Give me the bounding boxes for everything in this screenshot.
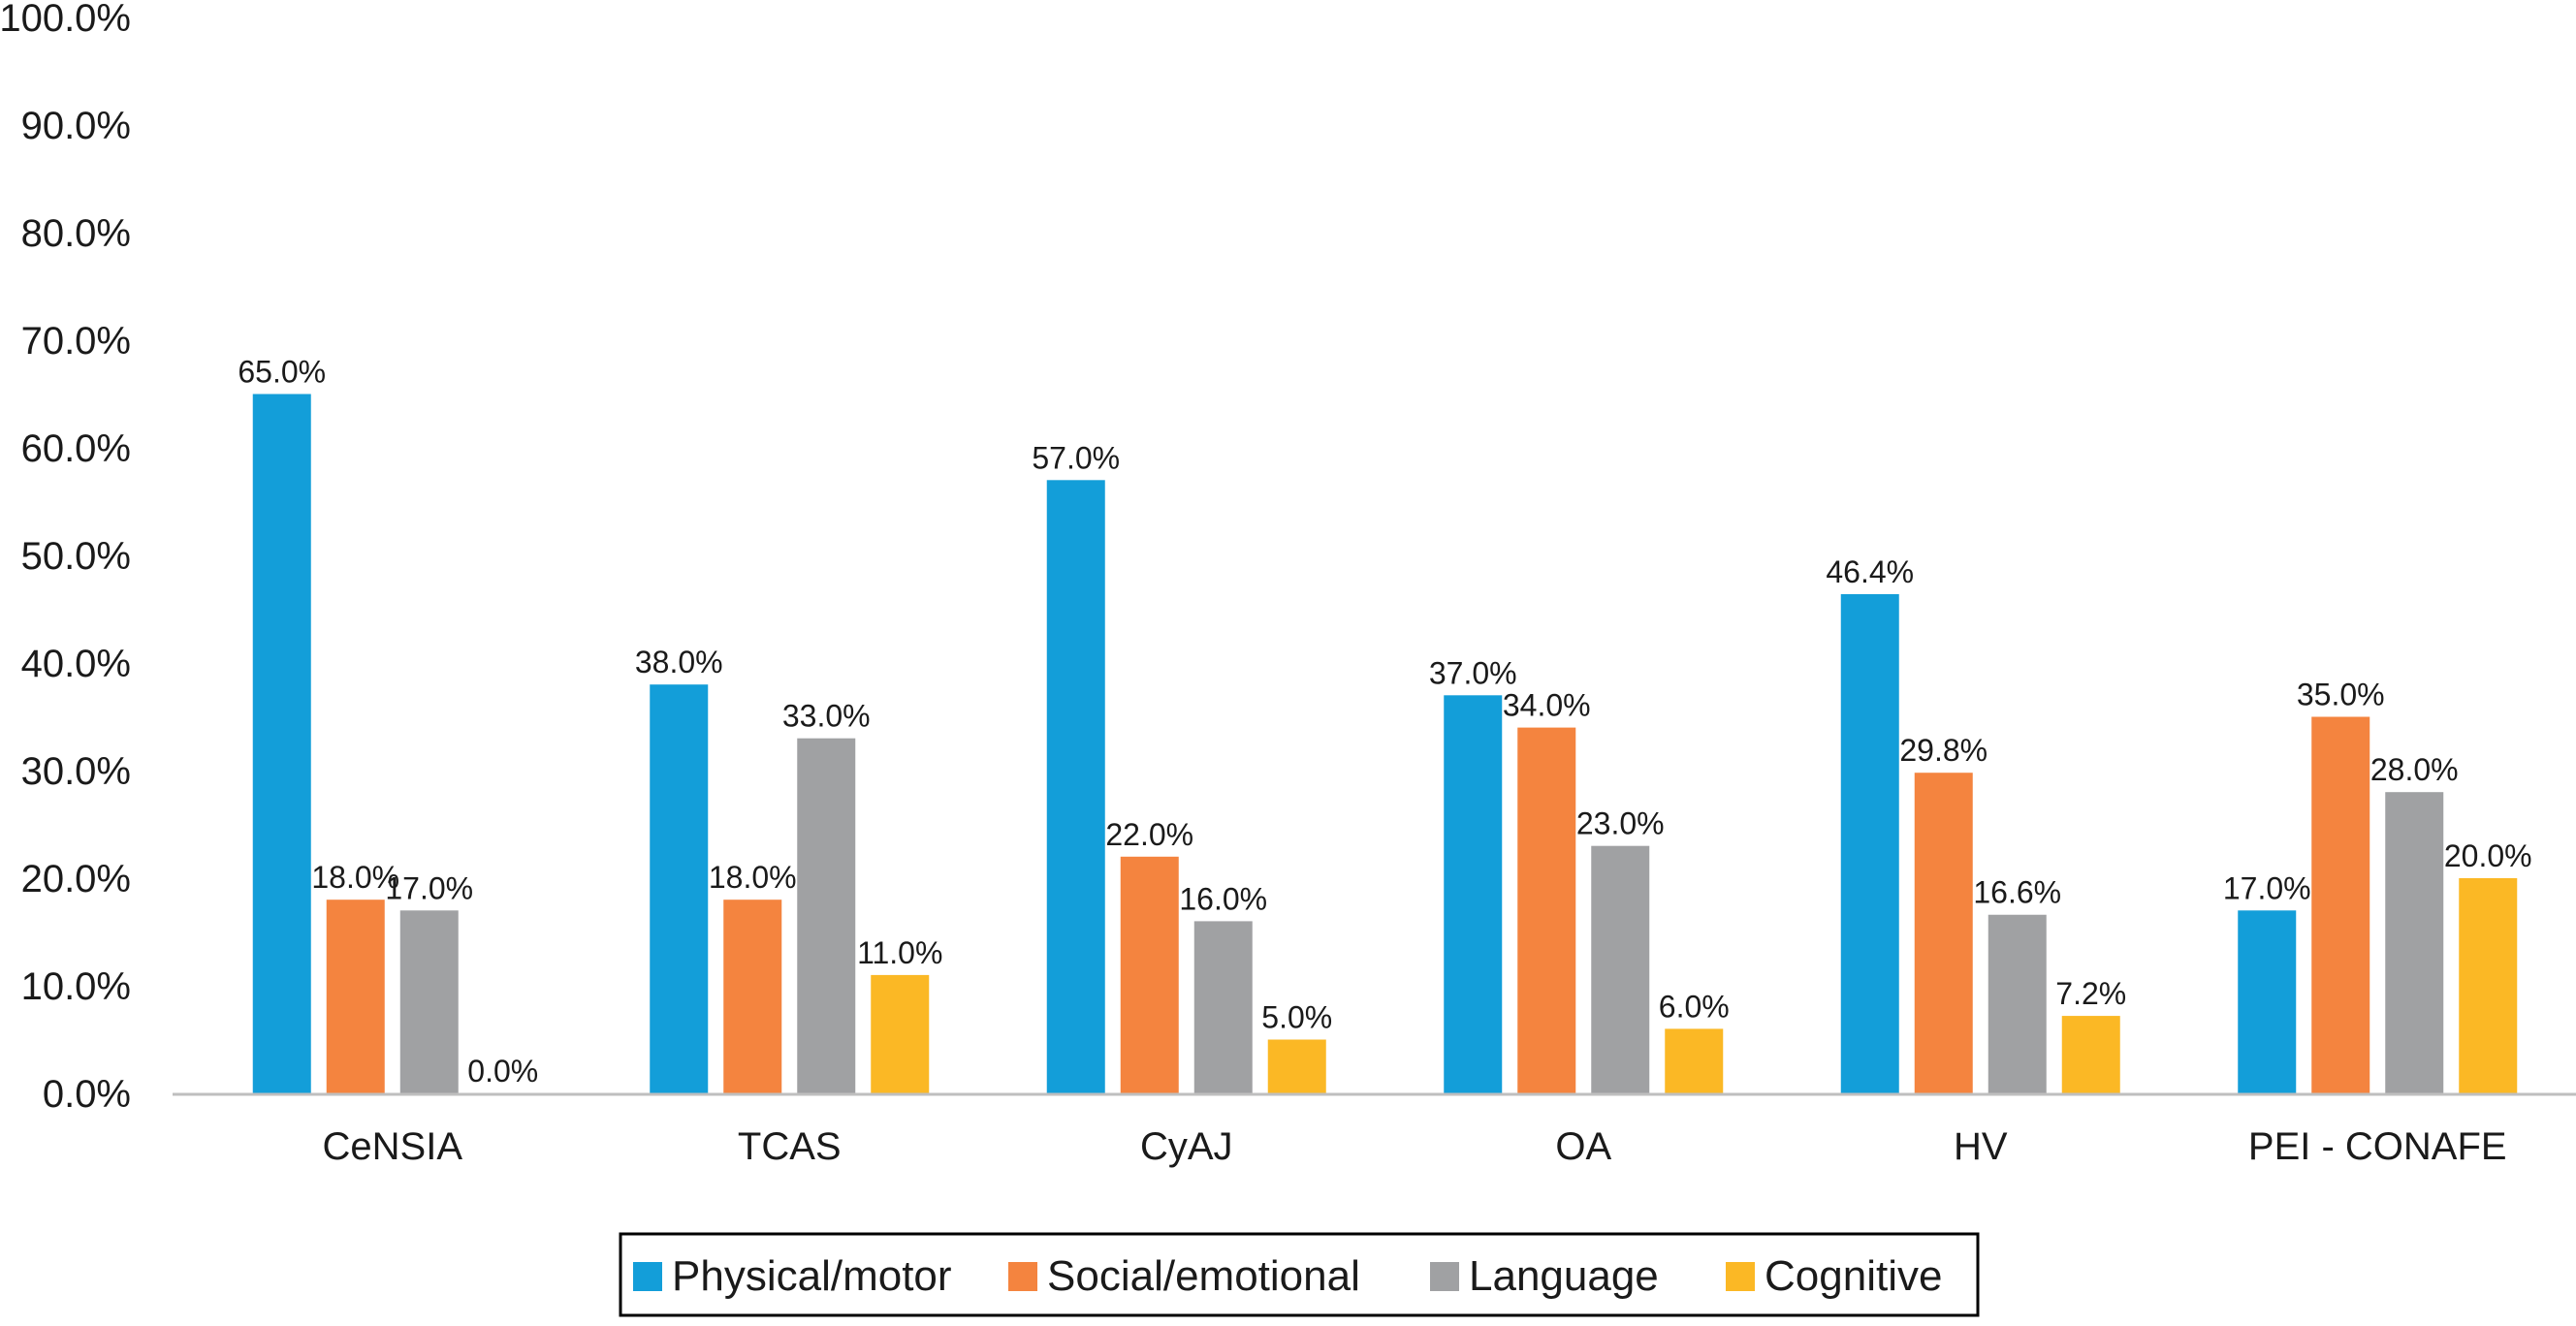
legend: Physical/motor Social/emotional Language Co…	[619, 1232, 1980, 1317]
legend-swatch	[633, 1262, 662, 1291]
data-label: 20.0%	[2444, 838, 2532, 873]
y-tick-label: 80.0%	[21, 212, 131, 255]
bar-series-group	[252, 394, 2518, 1093]
bar	[1665, 1028, 1724, 1093]
data-label: 57.0%	[1032, 440, 1120, 475]
bar	[1914, 773, 1973, 1093]
data-label: 17.0%	[385, 870, 473, 905]
y-tick-label: 100.0%	[0, 0, 131, 40]
legend-label: Language	[1469, 1252, 1659, 1300]
bar	[1120, 856, 1179, 1093]
bar	[1444, 695, 1503, 1093]
data-label: 18.0%	[311, 860, 399, 895]
data-label: 46.4%	[1826, 554, 1914, 589]
bar	[1046, 480, 1105, 1093]
data-label: 5.0%	[1261, 1000, 1332, 1035]
x-tick-label: TCAS	[738, 1125, 842, 1168]
data-label: 28.0%	[2370, 752, 2459, 787]
data-label: 0.0%	[467, 1054, 538, 1089]
data-label: 18.0%	[709, 860, 797, 895]
bar	[399, 910, 459, 1093]
y-tick-label: 0.0%	[43, 1073, 131, 1116]
x-axis-tick-labels: CeNSIA TCAS CyAJ OA HV PEI - CONAFE	[323, 1125, 2507, 1168]
data-label: 33.0%	[782, 699, 871, 734]
bar	[2311, 716, 2370, 1093]
data-label: 65.0%	[238, 355, 326, 390]
y-axis-tick-labels: 0.0% 10.0% 20.0% 30.0% 40.0% 50.0% 60.0% 70.0% 8…	[0, 0, 131, 1116]
y-tick-label: 50.0%	[21, 535, 131, 578]
data-label: 17.0%	[2223, 870, 2311, 905]
bar	[1193, 921, 1253, 1093]
bar	[797, 738, 856, 1093]
bar	[2385, 792, 2444, 1093]
y-tick-label: 40.0%	[21, 643, 131, 685]
data-label: 34.0%	[1503, 688, 1591, 723]
y-tick-label: 70.0%	[21, 320, 131, 363]
legend-label: Social/emotional	[1047, 1252, 1360, 1300]
bar	[723, 900, 782, 1093]
data-label: 16.6%	[1973, 875, 2061, 910]
bar	[1988, 914, 2047, 1093]
data-label: 22.0%	[1105, 817, 1193, 852]
legend-swatch	[1430, 1262, 1459, 1291]
data-label: 16.0%	[1179, 881, 1267, 916]
y-tick-label: 60.0%	[21, 427, 131, 470]
y-tick-label: 30.0%	[21, 750, 131, 793]
bar	[2061, 1016, 2120, 1093]
bar	[1591, 845, 1650, 1093]
bar	[1840, 593, 1899, 1093]
y-tick-label: 90.0%	[21, 105, 131, 147]
data-label: 7.2%	[2055, 976, 2126, 1011]
bar	[2459, 878, 2518, 1093]
bar	[1517, 727, 1576, 1093]
bar	[2238, 910, 2297, 1093]
data-label: 11.0%	[857, 935, 942, 970]
x-tick-label: HV	[1954, 1125, 2008, 1168]
data-label: 35.0%	[2297, 678, 2385, 712]
x-tick-label: PEI - CONAFE	[2248, 1125, 2507, 1168]
bar	[871, 974, 930, 1093]
legend-swatch	[1008, 1262, 1037, 1291]
y-tick-label: 10.0%	[21, 965, 131, 1008]
data-label: 23.0%	[1576, 806, 1665, 841]
bar	[326, 900, 385, 1093]
data-labels-group: 65.0%18.0%17.0%0.0%38.0%18.0%33.0%11.0%5…	[238, 355, 2531, 1089]
data-label: 29.8%	[1899, 733, 1988, 768]
data-label: 38.0%	[635, 645, 723, 679]
x-tick-label: CeNSIA	[323, 1125, 463, 1168]
data-label: 37.0%	[1429, 655, 1517, 690]
x-tick-label: OA	[1555, 1125, 1611, 1168]
data-label: 6.0%	[1659, 989, 1730, 1024]
legend-swatch	[1726, 1262, 1755, 1291]
legend-label: Cognitive	[1765, 1252, 1942, 1300]
legend-label: Physical/motor	[672, 1252, 952, 1300]
y-tick-label: 20.0%	[21, 858, 131, 900]
x-tick-label: CyAJ	[1140, 1125, 1233, 1168]
bar	[252, 394, 311, 1093]
bar	[650, 684, 709, 1093]
bar	[1267, 1039, 1326, 1093]
